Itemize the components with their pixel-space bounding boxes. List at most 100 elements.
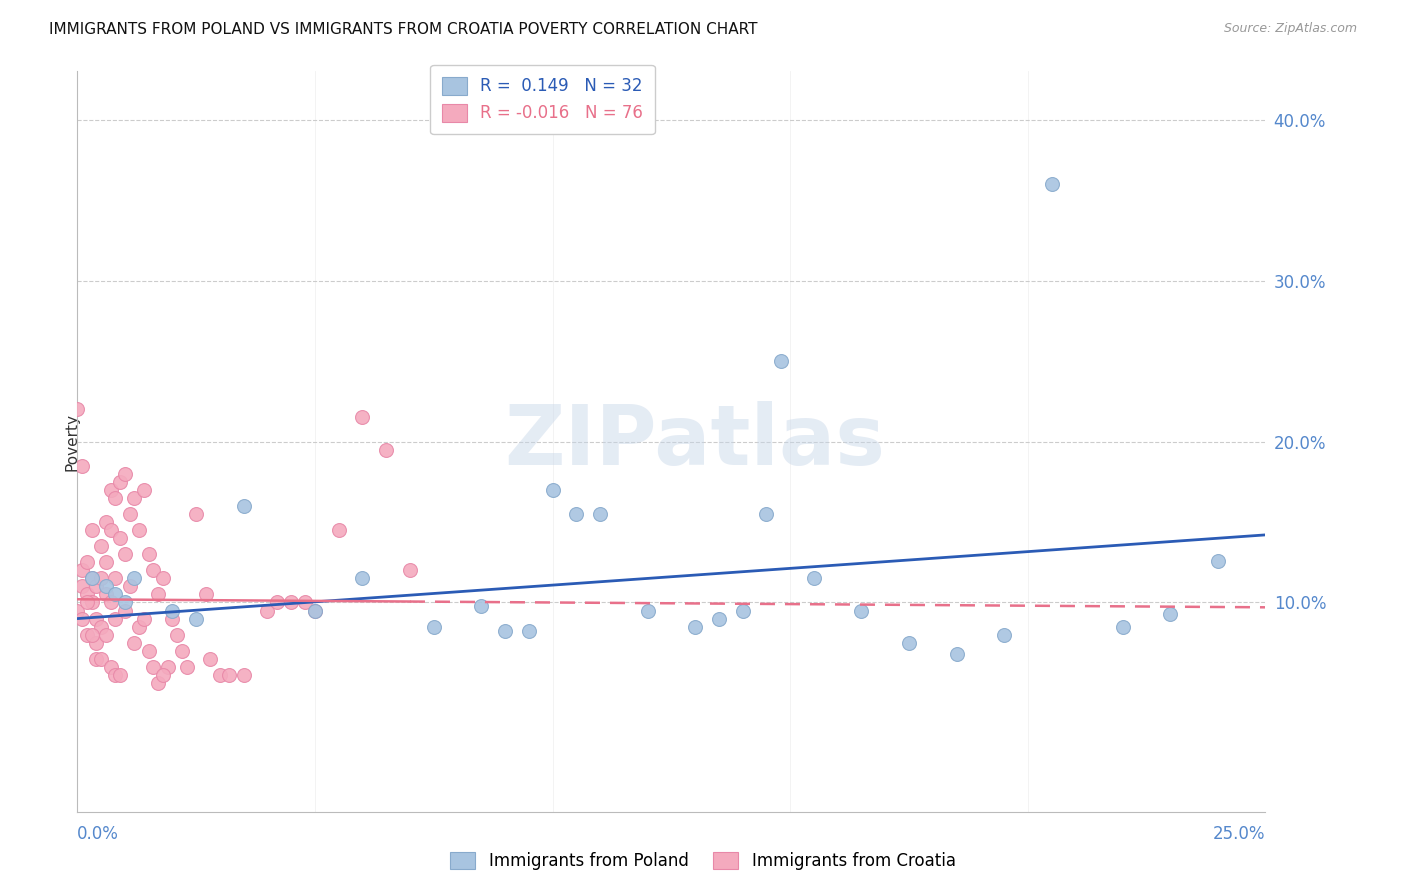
Point	[399, 563, 422, 577]
Point	[132, 483, 155, 497]
Point	[328, 523, 350, 537]
Point	[114, 595, 136, 609]
Point	[769, 354, 792, 368]
Point	[128, 523, 150, 537]
Point	[152, 668, 174, 682]
Point	[108, 531, 131, 545]
Point	[142, 563, 165, 577]
Point	[352, 571, 374, 585]
Point	[304, 603, 326, 617]
Legend: Immigrants from Poland, Immigrants from Croatia: Immigrants from Poland, Immigrants from …	[446, 847, 960, 875]
Point	[218, 668, 240, 682]
Text: IMMIGRANTS FROM POLAND VS IMMIGRANTS FROM CROATIA POVERTY CORRELATION CHART: IMMIGRANTS FROM POLAND VS IMMIGRANTS FRO…	[49, 22, 758, 37]
Point	[118, 507, 141, 521]
Point	[166, 628, 188, 642]
Point	[80, 571, 103, 585]
Point	[851, 603, 873, 617]
Point	[100, 660, 122, 674]
Point	[114, 467, 136, 481]
Point	[86, 611, 108, 625]
Point	[76, 628, 98, 642]
Point	[80, 595, 103, 609]
Point	[76, 587, 98, 601]
Point	[76, 595, 98, 609]
Point	[90, 652, 112, 666]
Point	[104, 587, 127, 601]
Point	[108, 475, 131, 489]
Point	[70, 611, 93, 625]
Point	[124, 491, 146, 505]
Point	[128, 619, 150, 633]
Point	[86, 579, 108, 593]
Point	[80, 523, 103, 537]
Point	[541, 483, 564, 497]
Point	[104, 571, 127, 585]
Point	[70, 563, 93, 577]
Point	[208, 668, 231, 682]
Point	[280, 595, 302, 609]
Point	[162, 611, 184, 625]
Point	[266, 595, 288, 609]
Point	[146, 676, 169, 690]
Point	[494, 624, 516, 639]
Point	[945, 647, 967, 661]
Point	[142, 660, 165, 674]
Point	[898, 636, 921, 650]
Point	[138, 547, 160, 561]
Point	[232, 499, 254, 513]
Point	[162, 603, 184, 617]
Point	[146, 587, 169, 601]
Point	[1040, 177, 1063, 191]
Point	[94, 628, 117, 642]
Point	[132, 611, 155, 625]
Point	[993, 628, 1015, 642]
Point	[294, 595, 316, 609]
Point	[565, 507, 588, 521]
Point	[124, 571, 146, 585]
Point	[683, 619, 706, 633]
Point	[104, 611, 127, 625]
Point	[70, 458, 93, 473]
Point	[94, 579, 117, 593]
Point	[100, 523, 122, 537]
Point	[114, 547, 136, 561]
Point	[118, 579, 141, 593]
Point	[1206, 554, 1229, 568]
Point	[304, 603, 326, 617]
Point	[186, 611, 208, 625]
Point	[707, 611, 730, 625]
Point	[100, 595, 122, 609]
Point	[108, 668, 131, 682]
Point	[1112, 619, 1135, 633]
Point	[80, 571, 103, 585]
Point	[86, 636, 108, 650]
Point	[200, 652, 222, 666]
Point	[156, 660, 179, 674]
Y-axis label: Poverty: Poverty	[65, 412, 79, 471]
Point	[70, 579, 93, 593]
Point	[352, 410, 374, 425]
Point	[66, 603, 89, 617]
Point	[194, 587, 217, 601]
Point	[186, 507, 208, 521]
Point	[423, 619, 446, 633]
Legend: R =  0.149   N = 32, R = -0.016   N = 76: R = 0.149 N = 32, R = -0.016 N = 76	[430, 65, 655, 134]
Point	[124, 636, 146, 650]
Point	[66, 402, 89, 417]
Point	[104, 668, 127, 682]
Point	[176, 660, 198, 674]
Point	[170, 644, 193, 658]
Point	[94, 515, 117, 529]
Point	[731, 603, 754, 617]
Point	[589, 507, 612, 521]
Point	[90, 539, 112, 553]
Text: Source: ZipAtlas.com: Source: ZipAtlas.com	[1223, 22, 1357, 36]
Point	[90, 571, 112, 585]
Point	[1159, 607, 1181, 621]
Point	[637, 603, 659, 617]
Point	[256, 603, 278, 617]
Point	[76, 555, 98, 569]
Point	[100, 483, 122, 497]
Point	[94, 555, 117, 569]
Text: 0.0%: 0.0%	[77, 824, 120, 843]
